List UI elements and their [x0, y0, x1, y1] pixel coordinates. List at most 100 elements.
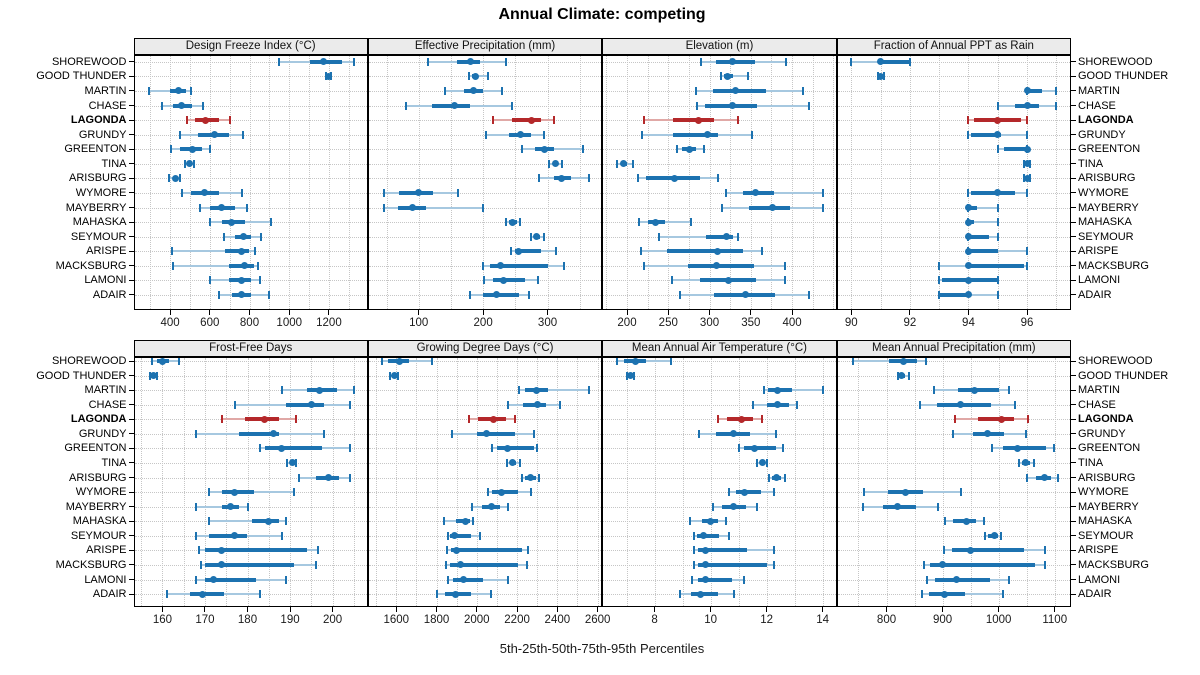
- gridline-h: [368, 390, 602, 392]
- station-label-left-tina: TINA: [101, 456, 127, 469]
- whisker-cap-p5: [509, 247, 512, 256]
- median-dot: [500, 276, 508, 284]
- whisker-cap-p5: [259, 444, 262, 453]
- gridline-v: [450, 56, 452, 309]
- whisker-cap-p95: [478, 531, 481, 540]
- y-tick-left: [128, 564, 134, 566]
- whisker-cap-p5: [195, 575, 198, 584]
- station-label-left-adair: ADAIR: [92, 588, 127, 601]
- whisker-cap-p5: [382, 188, 385, 197]
- whisker-cap-p95: [587, 174, 590, 183]
- median-dot: [508, 459, 516, 467]
- whisker-cap-p5: [863, 488, 866, 497]
- panel-strip-fraction-of-annual-ppt-as-rain: Fraction of Annual PPT as Rain: [836, 38, 1071, 55]
- median-dot: [1023, 145, 1031, 153]
- gridline-v: [1026, 358, 1028, 606]
- whisker-cap-p5: [642, 261, 645, 270]
- x-tick: [709, 310, 711, 315]
- box-25-75: [673, 118, 715, 123]
- gridline-v: [766, 358, 768, 606]
- x-tick-label: 170: [195, 614, 215, 626]
- box-25-75: [691, 592, 718, 597]
- median-dot: [740, 488, 748, 496]
- panel-area-mean-annual-precipitation-mm: [836, 357, 1071, 607]
- median-dot: [707, 517, 715, 525]
- gridline-v: [909, 56, 911, 309]
- median-dot: [1023, 87, 1031, 95]
- whisker-cap-p95: [526, 546, 529, 555]
- y-tick-right: [1071, 148, 1076, 150]
- gridline-v: [606, 56, 608, 309]
- gridline-h: [837, 462, 1070, 464]
- box-25-75: [483, 292, 519, 297]
- whisker-cap-p95: [1026, 116, 1029, 125]
- x-tick: [1026, 310, 1028, 315]
- gridline-h: [368, 448, 602, 450]
- gridline-h: [368, 521, 602, 523]
- median-dot: [185, 160, 193, 168]
- median-dot: [488, 503, 496, 511]
- median-dot: [533, 233, 541, 241]
- y-tick-left: [128, 477, 134, 479]
- station-label-left-lagonda: LAGONDA: [70, 114, 127, 127]
- whisker-cap-p5: [444, 560, 447, 569]
- gridline-v: [626, 358, 628, 606]
- gridline-h: [368, 477, 602, 479]
- gridline-v: [456, 358, 458, 606]
- panel-strip-effective-precipitation-mm: Effective Precipitation (mm): [367, 38, 603, 55]
- gridline-h: [603, 477, 836, 479]
- whisker-cap-p5: [1025, 473, 1028, 482]
- station-label-left-good-thunder: GOOD THUNDER: [36, 369, 127, 382]
- panel-strip-mean-annual-air-temperature-c: Mean Annual Air Temperature (°C): [602, 340, 837, 357]
- median-dot: [452, 546, 460, 554]
- y-tick-right: [1071, 119, 1076, 121]
- whisker-cap-p5: [518, 386, 521, 395]
- x-tick-label: 90: [844, 317, 858, 329]
- whisker-cap-p5: [220, 415, 223, 424]
- gridline-v: [738, 358, 740, 606]
- gridline-v: [416, 358, 418, 606]
- whisker-cap-p95: [457, 188, 460, 197]
- box-25-75: [449, 562, 519, 567]
- median-dot: [269, 430, 277, 438]
- whisker-cap-p5: [696, 101, 699, 110]
- y-tick-left: [128, 579, 134, 581]
- y-tick-right: [1071, 177, 1076, 179]
- gridline-v: [249, 56, 251, 309]
- median-dot: [1022, 459, 1030, 467]
- whisker-cap-p5: [675, 145, 678, 154]
- whisker-cap-p5: [381, 357, 384, 365]
- whisker-cap-p5: [926, 575, 929, 584]
- x-tick-label: 2600: [584, 614, 611, 626]
- whisker-cap-p5: [984, 531, 987, 540]
- whisker-cap-p95: [983, 517, 986, 526]
- median-dot: [729, 503, 737, 511]
- box-25-75: [698, 562, 767, 567]
- whisker-cap-p5: [490, 444, 493, 453]
- gridline-v: [189, 56, 191, 309]
- whisker-cap-p5: [640, 130, 643, 139]
- whisker-5-95: [196, 505, 248, 508]
- whisker-cap-p5: [716, 415, 719, 424]
- whisker-cap-p95: [727, 531, 730, 540]
- median-dot: [199, 590, 207, 598]
- x-tick-label: 14: [816, 614, 829, 626]
- whisker-5-95: [968, 221, 998, 224]
- box-25-75: [512, 118, 542, 123]
- whisker-cap-p95: [783, 473, 786, 482]
- station-label-left-mahaska: MAHASKA: [72, 515, 127, 528]
- whisker-5-95: [519, 389, 589, 392]
- median-dot: [483, 430, 491, 438]
- y-tick-right: [1071, 535, 1076, 537]
- station-label-left-arispe: ARISPE: [86, 544, 127, 557]
- panel-area-design-freeze-index-c: [133, 55, 368, 310]
- gridline-h: [134, 361, 367, 362]
- gridline-h: [368, 462, 602, 464]
- whisker-cap-p5: [185, 116, 188, 125]
- whisker-cap-p95: [430, 357, 433, 365]
- x-tick-label: 400: [782, 317, 802, 329]
- box-25-75: [209, 533, 248, 538]
- gridline-v: [557, 358, 559, 606]
- whisker-cap-p5: [208, 488, 211, 497]
- median-dot: [940, 590, 948, 598]
